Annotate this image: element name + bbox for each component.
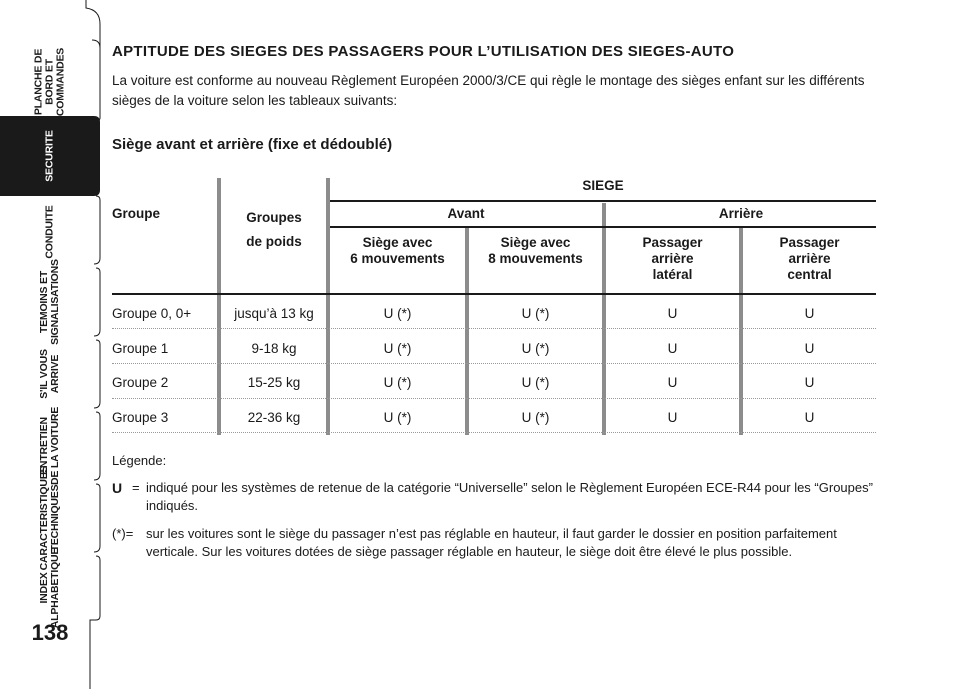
row-cell: U xyxy=(804,410,815,425)
chapter-tab-sidebar: PLANCHE DE BORD ET COMMANDES SECURITE CO… xyxy=(0,0,104,689)
tab-securite[interactable]: SECURITE xyxy=(0,120,100,192)
header-siege-6-mouvements: Siège avec 6 mouvements xyxy=(350,235,445,266)
row-cell: U xyxy=(667,341,678,356)
tab-label: TEMOINS ET SIGNALISATIONS xyxy=(38,259,61,345)
tab-planche-de-bord[interactable]: PLANCHE DE BORD ET COMMANDES xyxy=(0,46,100,118)
tab-outline xyxy=(0,0,101,689)
row-cell: U (*) xyxy=(521,375,550,390)
row-divider xyxy=(112,432,876,433)
row-groupe: Groupe 2 xyxy=(112,375,169,390)
row-cell: U (*) xyxy=(521,410,550,425)
row-groupe: Groupe 0, 0+ xyxy=(112,306,192,321)
tab-label: SECURITE xyxy=(43,130,56,182)
row-groupe: Groupe 1 xyxy=(112,341,169,356)
section-heading: APTITUDE DES SIEGES DES PASSAGERS POUR L… xyxy=(112,43,735,60)
header-passager-lateral: Passager arrière latéral xyxy=(642,235,703,282)
legend-key: (*)= xyxy=(112,526,134,541)
page-content: APTITUDE DES SIEGES DES PASSAGERS POUR L… xyxy=(112,0,882,689)
row-cell: U xyxy=(667,306,678,321)
tab-caracteristiques-techniques[interactable]: CARACTERISTIQUES TECHNIQUES xyxy=(0,466,100,571)
row-poids: 15-25 kg xyxy=(247,375,301,390)
column-separator xyxy=(739,226,743,435)
column-separator xyxy=(326,178,330,435)
row-divider xyxy=(112,363,876,364)
row-cell: U xyxy=(804,375,815,390)
row-cell: U (*) xyxy=(383,375,412,390)
row-divider xyxy=(112,398,876,399)
tab-conduite[interactable]: CONDUITE xyxy=(0,196,100,268)
table-subheading: Siège avant et arrière (fixe et dédoublé… xyxy=(112,136,393,153)
header-siege: SIEGE xyxy=(582,178,624,193)
row-poids: 9-18 kg xyxy=(251,341,297,356)
legend-text: indiqué pour les systèmes de retenue de … xyxy=(146,480,873,513)
row-cell: U (*) xyxy=(521,341,550,356)
tab-sil-vous-arrive[interactable]: S'IL VOUS ARRIVE xyxy=(0,338,100,410)
row-cell: U xyxy=(667,410,678,425)
header-avant: Avant xyxy=(447,206,485,221)
legend-key: U xyxy=(112,480,123,496)
header-bottom-rule xyxy=(112,293,876,295)
header-groupe: Groupe xyxy=(112,206,161,221)
header-rule xyxy=(330,226,876,228)
row-groupe: Groupe 3 xyxy=(112,410,169,425)
legend-title: Légende: xyxy=(112,453,167,468)
header-rule xyxy=(330,200,876,202)
tab-index-alphabetique[interactable]: INDEX ALPHABETIQUE xyxy=(0,548,100,628)
tab-label: PLANCHE DE BORD ET COMMANDES xyxy=(32,47,67,117)
row-cell: U xyxy=(667,375,678,390)
header-groupes-de-poids: Groupes de poids xyxy=(246,210,302,249)
legend-separator: = xyxy=(132,480,140,495)
tab-label: S'IL VOUS ARRIVE xyxy=(38,349,61,399)
page-number: 138 xyxy=(31,620,69,645)
row-cell: U (*) xyxy=(383,410,412,425)
tab-label: INDEX ALPHABETIQUE xyxy=(38,547,61,629)
column-separator xyxy=(217,178,221,435)
row-cell: U xyxy=(804,341,815,356)
row-poids: jusqu’à 13 kg xyxy=(234,306,314,321)
tab-temoins-et-signalisations[interactable]: TEMOINS ET SIGNALISATIONS xyxy=(0,259,100,345)
row-cell: U (*) xyxy=(383,306,412,321)
row-cell: U xyxy=(804,306,815,321)
row-divider xyxy=(112,328,876,329)
column-separator xyxy=(465,226,469,435)
intro-paragraph: La voiture est conforme au nouveau Règle… xyxy=(112,73,865,108)
row-cell: U (*) xyxy=(521,306,550,321)
legend-text: sur les voitures sont le siège du passag… xyxy=(146,526,837,559)
header-siege-8-mouvements: Siège avec 8 mouvements xyxy=(488,235,583,266)
header-arriere: Arrière xyxy=(718,206,764,221)
header-passager-central: Passager arrière central xyxy=(779,235,840,282)
row-cell: U (*) xyxy=(383,341,412,356)
tab-label: CONDUITE xyxy=(43,205,56,259)
child-seat-table: SIEGE Groupe Groupes de poids Avant Arri… xyxy=(112,170,882,440)
column-separator xyxy=(602,203,606,435)
row-poids: 22-36 kg xyxy=(247,410,301,425)
